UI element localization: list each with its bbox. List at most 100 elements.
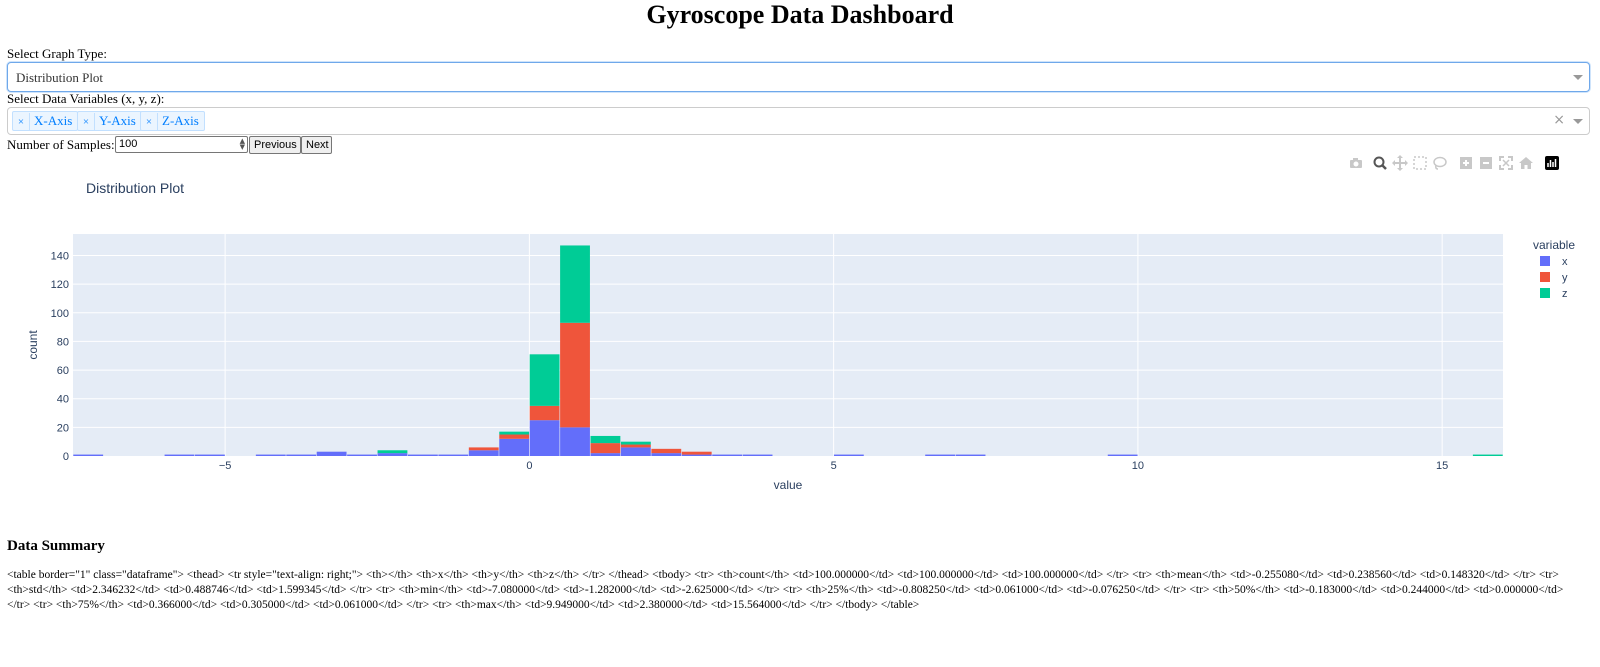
bar-x[interactable] [1107, 454, 1138, 456]
y-tick-label: 100 [51, 308, 69, 320]
chip-y-axis[interactable]: × Y-Axis [77, 111, 142, 131]
reset-axes-icon[interactable] [1518, 155, 1534, 171]
bar-x[interactable] [712, 454, 743, 456]
chip-label: Z-Axis [162, 113, 199, 128]
lasso-select-icon[interactable] [1432, 155, 1448, 171]
box-select-icon[interactable] [1412, 155, 1428, 171]
bar-x[interactable] [164, 454, 195, 456]
bar-x[interactable] [651, 453, 682, 456]
y-tick-label: 0 [63, 451, 69, 463]
plotly-logo-icon[interactable] [1544, 155, 1560, 171]
legend-swatch[interactable] [1540, 272, 1550, 282]
x-tick-label: −5 [219, 460, 232, 472]
bar-y[interactable] [651, 448, 682, 454]
samples-value: 100 [119, 138, 138, 150]
legend-label[interactable]: x [1562, 256, 1568, 268]
variables-label: Select Data Variables (x, y, z): [7, 91, 165, 106]
bar-x[interactable] [499, 438, 530, 456]
y-tick-label: 60 [57, 365, 69, 377]
bar-x[interactable] [195, 454, 225, 456]
legend-swatch[interactable] [1540, 288, 1550, 298]
chip-label: X-Axis [34, 113, 73, 128]
bar-x[interactable] [742, 454, 773, 456]
bar-x[interactable] [590, 453, 621, 456]
summary-heading: Data Summary [7, 538, 105, 554]
chevron-down-icon[interactable] [1573, 75, 1583, 80]
bar-x[interactable] [347, 454, 377, 456]
bar-y[interactable] [590, 443, 621, 454]
spinner-icon[interactable]: ▲ ▼ [239, 137, 245, 151]
chip-x-axis[interactable]: × X-Axis [12, 111, 79, 131]
x-tick-label: 15 [1436, 460, 1448, 472]
bar-z[interactable] [620, 441, 651, 445]
remove-chip-icon[interactable]: × [78, 113, 95, 131]
x-tick-label: 0 [526, 460, 532, 472]
remove-chip-icon[interactable]: × [13, 113, 30, 131]
graph-type-label: Select Graph Type: [7, 46, 107, 61]
plot-area[interactable] [73, 234, 1503, 456]
bar-x[interactable] [377, 453, 408, 456]
chip-label: Y-Axis [99, 113, 136, 128]
bar-y[interactable] [468, 447, 499, 451]
zoom-out-icon[interactable] [1478, 155, 1494, 171]
bar-x[interactable] [925, 454, 956, 456]
zoom-icon[interactable] [1372, 155, 1388, 171]
summary-text: <table border="1" class="dataframe"> <th… [7, 569, 1564, 611]
bar-x[interactable] [833, 454, 864, 456]
bar-x[interactable] [316, 451, 347, 456]
bar-x[interactable] [529, 420, 560, 456]
zoom-in-icon[interactable] [1458, 155, 1474, 171]
bar-z[interactable] [1472, 454, 1503, 456]
bar-z[interactable] [560, 245, 590, 323]
y-tick-label: 140 [51, 250, 69, 262]
y-tick-label: 120 [51, 279, 69, 291]
previous-button[interactable]: Previous [249, 136, 301, 154]
x-tick-labels: −5 0 5 10 15 [219, 460, 1448, 472]
x-tick-label: 5 [831, 460, 837, 472]
bar-y[interactable] [681, 451, 712, 455]
y-tick-labels: 0 20 40 60 80 100 120 140 [51, 250, 69, 463]
chip-z-axis[interactable]: × Z-Axis [140, 111, 205, 131]
bar-z[interactable] [499, 431, 530, 435]
x-tick-label: 10 [1132, 460, 1144, 472]
legend-label[interactable]: z [1562, 288, 1568, 300]
pan-icon[interactable] [1392, 155, 1408, 171]
bar-z[interactable] [529, 354, 560, 406]
bar-y[interactable] [529, 405, 560, 421]
legend-label[interactable]: y [1562, 272, 1568, 284]
clear-all-icon[interactable]: × [1553, 112, 1565, 128]
samples-input[interactable]: 100 ▲ ▼ [115, 136, 248, 153]
bar-x[interactable] [468, 450, 499, 456]
bar-x[interactable] [255, 454, 286, 456]
graph-type-value: Distribution Plot [16, 70, 104, 85]
bar-y[interactable] [620, 444, 651, 448]
bar-x[interactable] [407, 454, 438, 456]
y-axis-label: count [26, 330, 40, 360]
bar-y[interactable] [499, 434, 530, 439]
y-tick-label: 20 [57, 422, 69, 434]
bar-x[interactable] [620, 447, 651, 456]
bar-z[interactable] [377, 450, 408, 454]
bar-x[interactable] [438, 454, 469, 456]
legend-title: variable [1533, 238, 1575, 252]
bar-x[interactable] [286, 454, 317, 456]
bar-x[interactable] [955, 454, 986, 456]
bar-x[interactable] [681, 454, 712, 456]
bar-x[interactable] [73, 454, 104, 456]
y-gridlines [73, 234, 1503, 456]
histogram-bars[interactable] [73, 245, 1503, 456]
remove-chip-icon[interactable]: × [141, 113, 158, 131]
y-tick-label: 80 [57, 336, 69, 348]
camera-icon[interactable] [1348, 155, 1364, 171]
chevron-down-icon[interactable] [1573, 119, 1583, 124]
autoscale-icon[interactable] [1498, 155, 1514, 171]
bar-x[interactable] [560, 427, 590, 456]
bar-z[interactable] [590, 435, 621, 444]
chart-title: Distribution Plot [86, 180, 184, 196]
variables-multiselect[interactable]: × X-Axis × Y-Axis × Z-Axis × [7, 107, 1590, 135]
legend-swatch[interactable] [1540, 256, 1550, 266]
next-button[interactable]: Next [301, 136, 332, 154]
graph-type-dropdown[interactable]: Distribution Plot [7, 62, 1590, 92]
samples-label: Number of Samples: [7, 137, 115, 152]
bar-y[interactable] [560, 322, 590, 428]
